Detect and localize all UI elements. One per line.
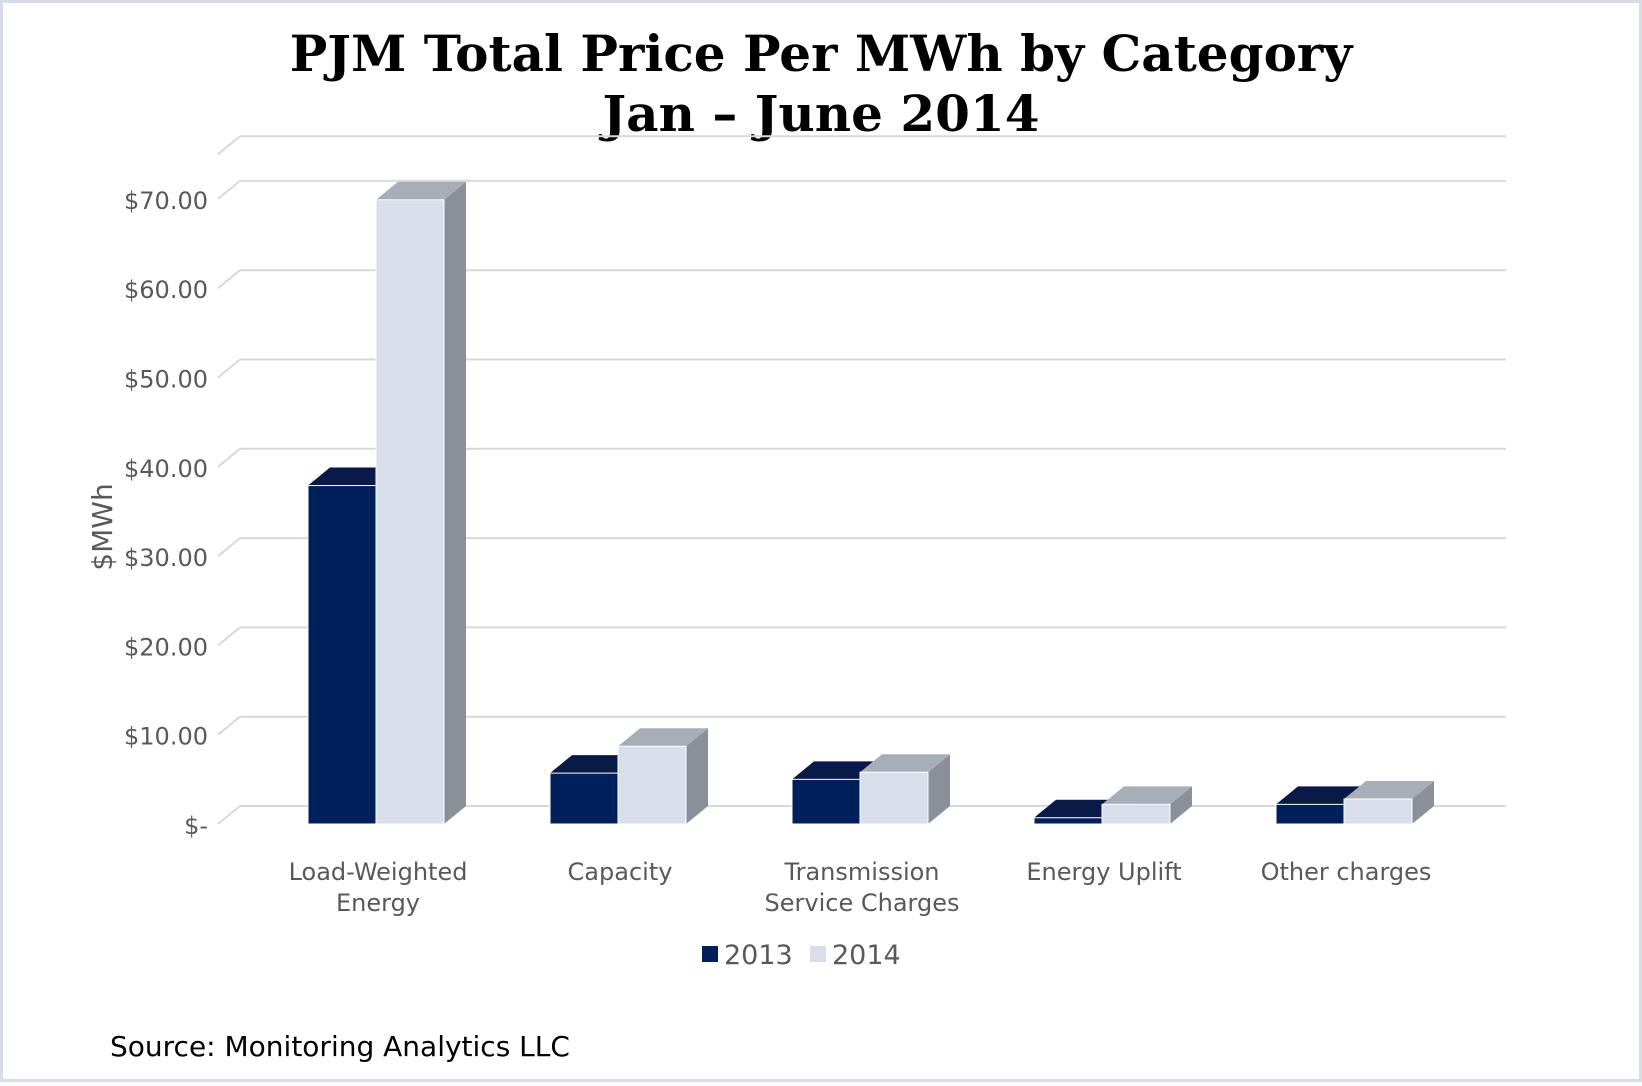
gridline-diag-1 xyxy=(217,715,241,736)
source-note: Source: Monitoring Analytics LLC xyxy=(110,1030,570,1063)
gridline-diag-5 xyxy=(217,358,241,379)
legend-swatch-2013 xyxy=(702,946,718,962)
bar-2014-0 xyxy=(375,199,445,825)
bar-2014-2-top xyxy=(860,754,950,773)
category-label-2-1: Service Charges xyxy=(765,889,960,917)
title-line-1: PJM Total Price Per MWh by Category xyxy=(289,24,1353,83)
ytick-label-5: $50.00 xyxy=(124,366,208,394)
category-label-3-0: Energy Uplift xyxy=(1026,858,1181,886)
category-label-0-1: Energy xyxy=(336,889,420,917)
legend-label-2013: 2013 xyxy=(724,940,793,971)
bar-2013-2 xyxy=(791,778,861,825)
category-label-0-0: Load-Weighted xyxy=(289,858,468,886)
ytick-label-1: $10.00 xyxy=(124,723,208,751)
category-label-1-0: Capacity xyxy=(568,858,673,886)
gridline-diag-7 xyxy=(217,180,241,200)
bar-2014-3 xyxy=(1101,803,1171,825)
ytick-label-2: $20.00 xyxy=(124,633,208,661)
bar-2014-2 xyxy=(859,771,929,825)
bar-2014-0-top xyxy=(376,181,466,200)
title-line-2: Jan – June 2014 xyxy=(602,84,1040,143)
ytick-label-6: $60.00 xyxy=(124,276,208,304)
ytick-label-4: $40.00 xyxy=(124,455,208,483)
bar-2014-2-side xyxy=(928,754,950,824)
legend-swatch-2014 xyxy=(810,946,826,962)
bar-2014-1-top xyxy=(618,728,708,747)
bar-2013-0 xyxy=(307,485,377,825)
ytick-label-3: $30.00 xyxy=(124,544,208,572)
bar-2014-0-side xyxy=(444,181,466,825)
gridline-diag-6 xyxy=(217,269,241,289)
ytick-label-0: $- xyxy=(184,812,208,840)
category-label-4-0: Other charges xyxy=(1261,858,1432,886)
ytick-label-7: $70.00 xyxy=(124,187,208,215)
bar-2013-1 xyxy=(549,772,619,825)
gridline-diag-top xyxy=(217,135,241,156)
bar-2014-4 xyxy=(1343,798,1413,825)
gridline-diag-2 xyxy=(217,626,241,647)
bar-2014-1-side xyxy=(686,728,708,824)
gridline-diag-3 xyxy=(217,537,241,557)
bar-2014-3-top xyxy=(1102,786,1192,805)
bar-2013-4 xyxy=(1275,803,1345,825)
bar-2014-4-side xyxy=(1412,780,1434,824)
y-axis-label: $MWh xyxy=(86,483,119,570)
bar-2013-3 xyxy=(1033,817,1103,825)
gridline-diag-4 xyxy=(217,448,241,468)
category-label-2-0: Transmission xyxy=(783,858,939,886)
bar-2014-4-top xyxy=(1344,780,1434,799)
chart-title: PJM Total Price Per MWh by Category Jan … xyxy=(0,24,1642,144)
gridline-diag-0 xyxy=(217,805,241,825)
bar-2014-3-side xyxy=(1170,786,1192,824)
legend-label-2014: 2014 xyxy=(832,940,901,971)
bar-2014-1 xyxy=(617,745,687,825)
